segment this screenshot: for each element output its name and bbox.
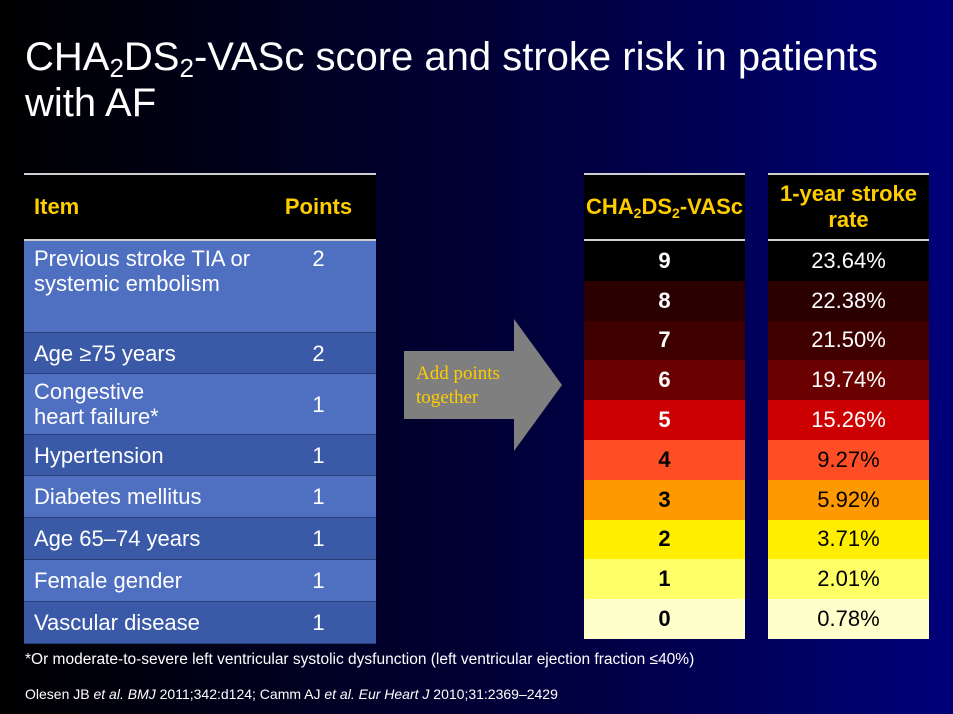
points-cell: 2 — [261, 240, 376, 333]
rate-cell: 2.01% — [768, 559, 929, 600]
footnote: *Or moderate-to-severe left ventricular … — [25, 651, 695, 668]
points-cell: 2 — [261, 332, 376, 374]
item-cell: Previous stroke TIA or systemic embolism — [24, 240, 261, 333]
item-cell: Diabetes mellitus — [24, 475, 261, 518]
rate-cell: 23.64% — [768, 241, 929, 281]
risk-factor-table: Item Points Previous stroke TIA or syste… — [24, 173, 376, 644]
item-cell: Age 65–74 years — [24, 517, 261, 560]
rate-cell: 15.26% — [768, 400, 929, 440]
rate-cell: 21.50% — [768, 320, 929, 361]
score-cell: 2 — [584, 519, 745, 560]
table-row: Age ≥75 years 2 — [24, 332, 376, 374]
points-cell: 1 — [261, 559, 376, 602]
table-row: Congestive heart failure* 1 — [24, 373, 376, 435]
score-cell: 3 — [584, 479, 745, 520]
rate-column-header: 1-year stroke rate — [768, 173, 929, 241]
table-row: Age 65–74 years 1 — [24, 517, 376, 560]
points-column-header: Points — [261, 173, 376, 241]
score-cell: 0 — [584, 599, 745, 639]
item-cell: Vascular disease — [24, 601, 261, 644]
item-cell: Age ≥75 years — [24, 332, 261, 374]
score-cell: 1 — [584, 559, 745, 600]
score-cell: 7 — [584, 320, 745, 361]
rate-cell: 5.92% — [768, 479, 929, 520]
rate-cell: 22.38% — [768, 280, 929, 321]
table-row: Previous stroke TIA or systemic embolism… — [24, 240, 376, 333]
item-cell: Female gender — [24, 559, 261, 602]
table-row: Vascular disease 1 — [24, 601, 376, 644]
score-cell: 5 — [584, 400, 745, 440]
item-cell: Congestive heart failure* — [24, 373, 261, 435]
points-cell: 1 — [261, 434, 376, 476]
points-cell: 1 — [261, 601, 376, 644]
rate-cell: 19.74% — [768, 360, 929, 401]
rate-cell: 9.27% — [768, 439, 929, 480]
score-column-header: CHA2DS2-VASc — [584, 173, 745, 241]
score-cell: 8 — [584, 280, 745, 321]
item-column-header: Item — [24, 173, 261, 241]
references: Olesen JB et al. BMJ 2011;342:d124; Camm… — [25, 686, 558, 702]
table-row: Hypertension 1 — [24, 434, 376, 476]
arrow-label: Add points together — [416, 363, 500, 408]
rate-cells: 23.64% 22.38% 21.50% 19.74% 15.26% 9.27% 5.92%… — [768, 241, 929, 639]
rate-column: 1-year stroke rate 23.64% 22.38% 21.50% 19.… — [768, 173, 929, 639]
table-row: Female gender 1 — [24, 559, 376, 602]
rate-cell: 3.71% — [768, 519, 929, 560]
score-cell: 4 — [584, 439, 745, 480]
score-cell: 6 — [584, 360, 745, 401]
rate-cell: 0.78% — [768, 599, 929, 639]
item-cell: Hypertension — [24, 434, 261, 476]
points-cell: 1 — [261, 475, 376, 518]
add-points-arrow-icon — [404, 319, 562, 451]
points-cell: 1 — [261, 517, 376, 560]
points-cell: 1 — [261, 373, 376, 435]
score-cell: 9 — [584, 241, 745, 281]
slide-title: CHA2DS2-VASc score and stroke risk in pa… — [25, 35, 878, 125]
table-row: Diabetes mellitus 1 — [24, 475, 376, 518]
